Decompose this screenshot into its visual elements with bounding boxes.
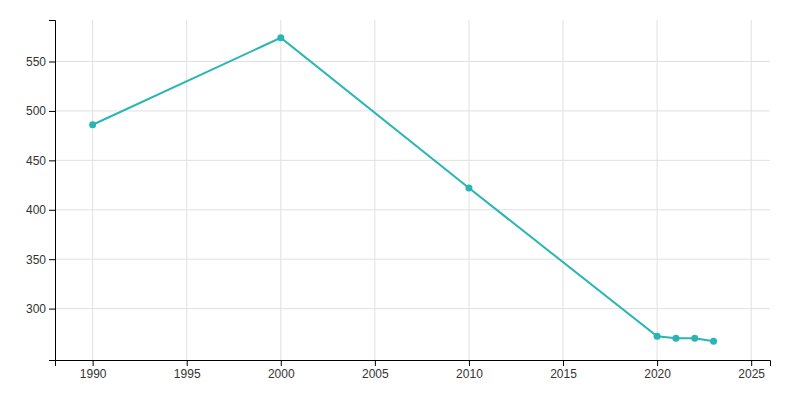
x-tick-label: 1995 [174,367,201,381]
x-tick: 2025 [738,360,765,381]
grid-line-y [55,209,770,210]
x-tick: 1995 [174,360,201,381]
y-tick: 500 [26,104,55,118]
x-tick: 2010 [456,360,483,381]
y-tick-label: 500 [26,104,46,118]
plot-area: 1990 1995 2000 2005 2010 2015 2020 2025 300 350 40… [26,20,771,381]
y-axis-line [49,21,56,361]
chart-container: 1990 1995 2000 2005 2010 2015 2020 2025 300 350 40… [0,0,800,400]
point [710,338,717,345]
grid-line-y [55,110,770,111]
y-tick-label: 350 [26,253,46,267]
grid-line-y [55,259,770,260]
y-tick: 550 [26,55,55,69]
y-tick: 400 [26,203,55,217]
point [277,34,284,41]
line [93,38,714,341]
y-tick-mark [49,160,55,161]
x-tick: 2000 [268,360,295,381]
x-tick: 2005 [362,360,389,381]
point [654,333,661,340]
point [691,335,698,342]
x-tick-mark [751,360,752,366]
x-tick-label: 2005 [362,367,389,381]
x-tick-label: 2000 [268,367,295,381]
x-tick: 2015 [550,360,577,381]
x-tick-mark [563,360,564,366]
y-tick-label: 550 [26,55,46,69]
y-tick-mark [49,62,55,63]
grid-line-y [55,61,770,62]
y-tick: 450 [26,154,55,168]
x-axis: 1990 1995 2000 2005 2010 2015 2020 2025 [56,360,771,381]
point [89,121,96,128]
point [465,185,472,192]
grid [55,20,770,360]
x-tick: 1990 [80,360,107,381]
point [672,335,679,342]
grid-line-y [55,160,770,161]
x-tick-label: 2025 [738,367,765,381]
x-tick-label: 1990 [80,367,107,381]
x-tick-mark [375,360,376,366]
y-tick-mark [49,309,55,310]
x-tick-mark [93,360,94,366]
y-tick-mark [49,111,55,112]
y-axis: 300 350 400 450 500 550 [26,21,56,361]
x-tick-mark [469,360,470,366]
chart-svg: 1990 1995 2000 2005 2010 2015 2020 2025 300 350 40… [0,0,800,400]
x-tick-mark [187,360,188,366]
x-axis-line [56,361,771,367]
x-tick-label: 2010 [456,367,483,381]
x-tick-mark [281,360,282,366]
x-tick-label: 2015 [550,367,577,381]
y-tick-label: 400 [26,203,46,217]
x-tick-label: 2020 [644,367,671,381]
y-tick-label: 300 [26,302,46,316]
x-tick: 2020 [644,360,671,381]
y-tick-label: 450 [26,154,46,168]
grid-line-y [55,308,770,309]
y-tick: 300 [26,302,55,316]
x-tick-mark [657,360,658,366]
y-tick-mark [49,259,55,260]
marks [89,34,717,344]
y-tick: 350 [26,253,55,267]
y-tick-mark [49,210,55,211]
